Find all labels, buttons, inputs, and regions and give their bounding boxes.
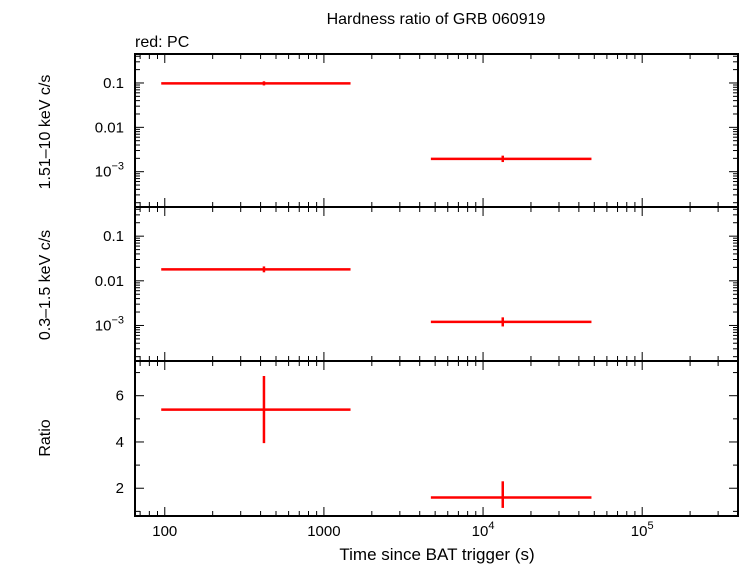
axis-ticks [135, 54, 739, 516]
y-tick-label: 4 [116, 434, 124, 451]
y-tick-label: 0.1 [103, 228, 124, 245]
x-tick-label: 104 [472, 520, 495, 540]
y-tick-label: 10−3 [95, 161, 124, 181]
chart-title: Hardness ratio of GRB 060919 [327, 11, 546, 28]
y-axis-label-hard: 1.51–10 keV c/s [37, 75, 54, 190]
y-tick-label: 0.01 [95, 273, 124, 290]
panel-frame-soft [134, 206, 739, 362]
data-marks [161, 81, 592, 508]
panel-frame-hard [134, 53, 739, 208]
chart-subtitle: red: PC [135, 34, 189, 51]
y-axis-label-ratio: Ratio [37, 419, 54, 456]
x-tick-label: 1000 [307, 523, 340, 540]
y-axis-label-soft: 0.3–1.5 keV c/s [37, 230, 54, 340]
y-tick-label: 2 [116, 480, 124, 497]
tick-labels: 0.1 0.01 10−3 0.1 0.01 10−3 2 4 6 100 1000 104 105 [95, 75, 654, 540]
panel-frame-ratio [134, 360, 739, 517]
y-tick-label: 0.1 [103, 75, 124, 92]
x-tick-label: 105 [631, 520, 654, 540]
x-tick-label: 100 [152, 523, 177, 540]
y-tick-label: 0.01 [95, 119, 124, 136]
y-tick-label: 10−3 [95, 314, 124, 334]
y-tick-label: 6 [116, 388, 124, 405]
panel-frames [134, 53, 739, 517]
x-axis-label: Time since BAT trigger (s) [339, 545, 534, 564]
